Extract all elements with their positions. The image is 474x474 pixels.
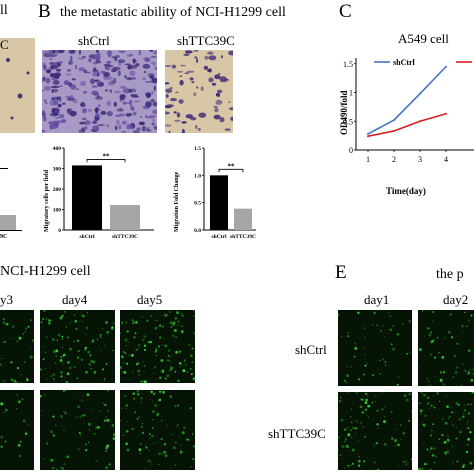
panel-b-shttc39c-image	[165, 50, 233, 133]
line-chart-ytick-label: 1	[349, 89, 353, 98]
panel-e-row-label-shttc39c: shTTC39C	[268, 426, 326, 441]
panel-e-day-label-2: day2	[443, 292, 469, 307]
line-point-shCtrl	[419, 92, 421, 95]
fold-significance-label: **	[228, 162, 236, 170]
panel-b-image-label-shttc39c: shTTC39C	[177, 33, 235, 48]
line-chart-ylabel: OD490/fold	[339, 90, 349, 135]
panel-d-image-r1c1	[0, 310, 34, 383]
a549-line-chart: 00.511.51234shCtrlsh	[343, 58, 474, 164]
fold-category-label: shCtrl	[212, 234, 227, 240]
panel-d-image-r2c1	[0, 390, 34, 470]
line-chart-xtick-label: 3	[418, 155, 422, 164]
panel-b-letter: B	[38, 1, 51, 22]
fold-chart-ylabel: Migration Fold Change	[174, 171, 180, 232]
line-chart-ytick-label: 1.5	[343, 60, 353, 69]
panel-d-image-r2c3	[120, 390, 195, 470]
migratory-ytick-label: 300	[53, 167, 62, 173]
legend-label-shCtrl: shCtrl	[393, 58, 416, 67]
line-point-shCtrl	[445, 65, 447, 68]
migratory-category-label: shCtrl	[80, 234, 95, 240]
panel-d-day-label-4: day4	[62, 292, 88, 307]
migratory-ytick-label: 400	[53, 146, 62, 152]
migratory-cells-chart: 0 100 200 300 400 shCtrl shTTC39C **	[53, 146, 154, 240]
line-chart-ytick-label: 0.5	[343, 117, 353, 126]
migratory-chart-ylabel: Migratory cells per field	[44, 169, 50, 232]
fold-significance-bracket	[218, 168, 244, 173]
line-chart-ytick-label: 0	[349, 146, 353, 155]
panel-e-row-label-shctrl: shCtrl	[295, 342, 327, 357]
panel-b-title: the metastatic ability of NCI-H1299 cell	[60, 5, 286, 20]
line-series-shCtrl	[367, 66, 447, 135]
fold-ytick-label: 0.0	[194, 228, 201, 234]
panel-a-bar-label-fragment: 9C	[0, 234, 8, 240]
panel-a-label-fragment: C	[0, 37, 9, 52]
panel-e-image-r2c2	[418, 392, 474, 470]
line-point-sh	[419, 120, 421, 123]
migratory-bar-2	[110, 204, 140, 230]
panel-e-image-r2c1	[338, 392, 412, 470]
line-chart-xtick-label: 2	[392, 155, 396, 164]
panel-e-title-fragment: the p	[436, 267, 464, 282]
panel-a-bar-fragment	[0, 215, 16, 230]
line-point-shCtrl	[393, 119, 395, 122]
fold-bar-1	[210, 175, 228, 230]
fold-category-label: shTTC39C	[230, 234, 256, 240]
migration-fold-chart: 0.0 0.5 1.0 1.5 shCtrl shTTC39C **	[194, 146, 256, 240]
line-point-sh	[445, 112, 447, 115]
panel-b-shctrl-image	[42, 50, 157, 133]
panel-c-letter: C	[339, 1, 352, 22]
panel-d-image-r1c3	[120, 310, 195, 383]
migratory-ytick-label: 0	[58, 228, 61, 234]
line-chart-xlabel: Time(day)	[386, 186, 426, 196]
migratory-category-label: shTTC39C	[112, 234, 138, 240]
panel-d-image-r1c2	[40, 310, 115, 383]
line-series-sh	[367, 113, 447, 137]
fold-ytick-label: 0.5	[194, 201, 201, 207]
fold-ytick-label: 1.0	[194, 173, 201, 179]
fold-ytick-label: 1.5	[194, 146, 201, 152]
migratory-significance-bracket	[86, 159, 126, 163]
line-chart-xtick-label: 1	[366, 155, 370, 164]
fold-bar-2	[234, 208, 252, 230]
panel-e-image-r1c1	[338, 310, 412, 386]
line-point-sh	[367, 135, 369, 138]
panel-a-microscopy-image	[0, 38, 35, 133]
panel-d-day-label-5: day5	[137, 292, 163, 307]
panel-a-title-fragment: ll	[0, 3, 8, 18]
panel-e-image-r1c2	[418, 310, 474, 386]
line-chart-xtick-label: 4	[444, 155, 448, 164]
migratory-ytick-label: 100	[53, 208, 62, 214]
panel-b-image-label-shctrl: shCtrl	[78, 33, 110, 48]
line-point-shCtrl	[367, 132, 369, 135]
panel-d-day-label-3: y3	[0, 292, 13, 307]
migratory-significance-label: **	[103, 152, 111, 160]
panel-d-image-r2c2	[40, 390, 115, 470]
panel-a-axis-fragment	[0, 168, 8, 169]
panel-e-letter: E	[335, 262, 347, 283]
migratory-bar-1	[72, 165, 102, 230]
line-point-sh	[393, 130, 395, 133]
migratory-ytick-label: 200	[53, 187, 62, 193]
panel-a-baseline	[0, 230, 22, 231]
panel-d-title-fragment: NCI-H1299 cell	[0, 264, 91, 279]
panel-c-chart-title: A549 cell	[398, 31, 449, 46]
panel-e-day-label-1: day1	[364, 292, 390, 307]
